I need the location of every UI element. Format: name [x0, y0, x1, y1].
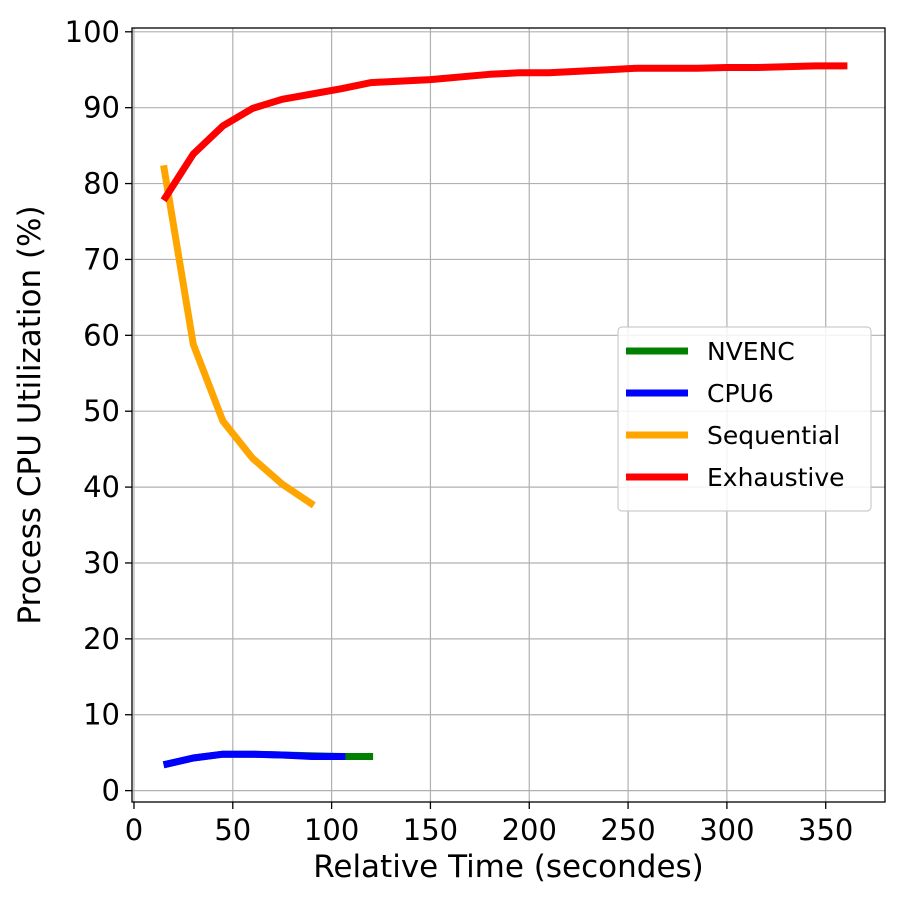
y-tick-label: 30	[83, 546, 120, 580]
y-tick-label: 90	[83, 91, 120, 125]
legend: NVENC CPU6 Sequential Exhaustive	[617, 326, 872, 512]
legend-label-exhaustive: Exhaustive	[707, 463, 845, 492]
y-tick-label: 0	[102, 774, 120, 808]
y-tick-label: 100	[65, 15, 120, 49]
y-tick-label: 40	[83, 470, 120, 504]
x-axis-title: Relative Time (secondes)	[313, 849, 704, 885]
x-tick-label: 200	[502, 813, 557, 847]
plot-frame	[131, 27, 886, 803]
y-tick-label: 20	[83, 622, 120, 656]
series-line-exhaustive	[160, 62, 848, 203]
x-tick-label: 50	[214, 813, 251, 847]
legend-label-nvenc: NVENC	[707, 337, 795, 366]
legend-label-sequential: Sequential	[707, 421, 840, 450]
y-tick-label: 70	[83, 242, 120, 276]
legend-box	[617, 326, 872, 512]
x-tick-label: 100	[304, 813, 359, 847]
series-lines	[160, 62, 848, 769]
legend-label-cpu6: CPU6	[707, 379, 774, 408]
x-tick-label: 250	[600, 813, 655, 847]
axis-ticks: 0 50 100 150 200 250 300 350 0 10 20 30 40 50 60 70 80 90…	[65, 15, 854, 847]
series-line-cpu6	[162, 750, 346, 769]
series-line-sequential	[160, 164, 316, 509]
y-axis-title: Process CPU Utilization (%)	[12, 205, 48, 624]
x-tick-label: 0	[125, 813, 143, 847]
x-tick-label: 300	[699, 813, 754, 847]
y-tick-label: 80	[83, 167, 120, 201]
y-tick-label: 60	[83, 318, 120, 352]
x-tick-label: 350	[798, 813, 853, 847]
y-tick-label: 50	[83, 394, 120, 428]
x-tick-label: 150	[403, 813, 458, 847]
grid	[132, 28, 885, 802]
y-tick-label: 10	[83, 698, 120, 732]
